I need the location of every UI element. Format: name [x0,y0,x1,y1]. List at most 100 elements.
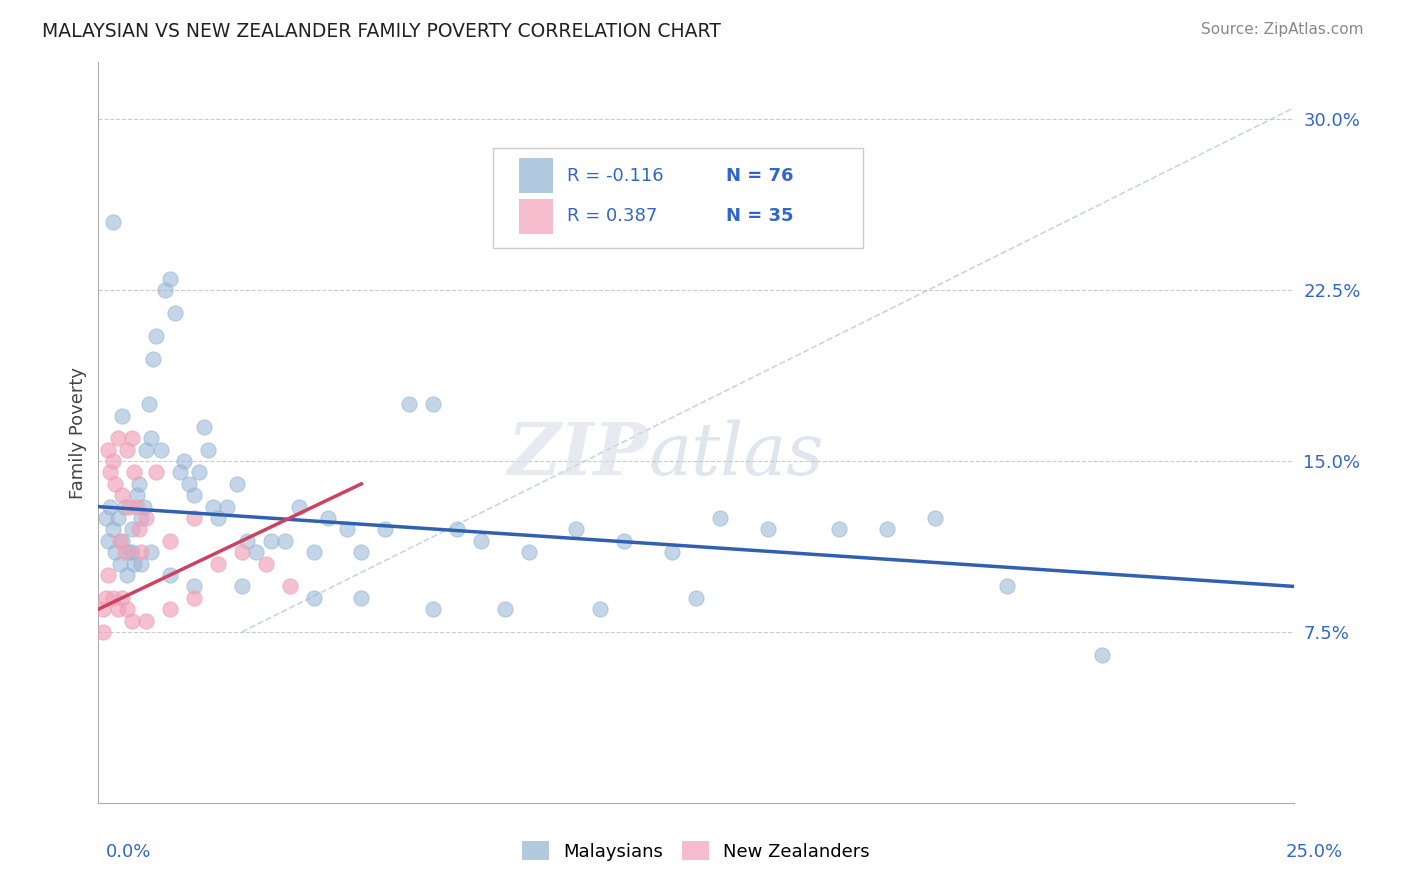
Point [97,442,120,457]
Text: 25.0%: 25.0% [1285,843,1343,861]
Point [115,602,138,616]
Point [302,591,325,605]
Point [245,545,267,559]
Point [111,591,134,605]
Text: atlas: atlas [648,419,824,490]
Point [589,602,612,616]
Point [565,523,588,537]
Point [145,328,167,343]
Text: Source: ZipAtlas.com: Source: ZipAtlas.com [1201,22,1364,37]
Point [107,511,129,525]
Point [149,442,172,457]
Point [138,397,160,411]
Point [115,568,138,582]
Point [422,397,444,411]
Point [101,454,124,468]
Text: 0.0%: 0.0% [105,843,150,861]
Text: N = 76: N = 76 [725,167,793,185]
Point [97,568,120,582]
Point [159,602,181,616]
Text: R = 0.387: R = 0.387 [567,208,657,226]
Point [254,557,277,571]
Point [145,466,167,480]
Point [139,431,162,445]
Point [183,591,205,605]
Point [226,476,249,491]
Y-axis label: Family Poverty: Family Poverty [69,367,87,499]
Point [183,488,205,502]
Point [131,545,153,559]
Point [163,306,186,320]
Point [114,500,136,514]
Point [111,533,134,548]
Point [135,442,157,457]
Point [159,568,181,582]
Point [124,466,146,480]
Point [179,476,201,491]
Point [197,442,219,457]
FancyBboxPatch shape [494,147,863,247]
Point [278,579,301,593]
Point [173,454,195,468]
Point [94,591,117,605]
Point [302,545,325,559]
Point [202,500,225,514]
Point [135,511,157,525]
Point [91,602,114,616]
Point [111,488,134,502]
Point [131,557,153,571]
Point [207,557,229,571]
Point [169,466,191,480]
Point [259,533,281,548]
Point [207,511,229,525]
Point [446,523,468,537]
Point [231,579,253,593]
Point [924,511,946,525]
Point [422,602,444,616]
Point [155,283,177,297]
Point [470,533,492,548]
Point [101,591,124,605]
Point [1091,648,1114,662]
Bar [519,199,553,235]
Point [91,624,114,639]
Point [183,579,205,593]
Point [685,591,707,605]
Point [98,466,122,480]
Point [193,420,215,434]
Point [350,545,373,559]
Point [709,511,731,525]
Point [107,602,129,616]
Point [288,500,311,514]
Point [995,579,1018,593]
Point [135,614,157,628]
Point [217,500,239,514]
Point [121,523,143,537]
Text: ZIP: ZIP [508,419,648,491]
Point [124,557,146,571]
Point [111,409,134,423]
Point [97,533,120,548]
Point [125,500,148,514]
Point [159,272,181,286]
Point [336,523,359,537]
Point [125,488,148,502]
Point [494,602,516,616]
Point [187,466,209,480]
Text: MALAYSIAN VS NEW ZEALANDER FAMILY POVERTY CORRELATION CHART: MALAYSIAN VS NEW ZEALANDER FAMILY POVERT… [42,22,721,41]
Point [121,431,143,445]
Point [756,523,779,537]
Point [108,533,131,548]
Point [107,431,129,445]
Text: R = -0.116: R = -0.116 [567,167,664,185]
Point [98,500,122,514]
Point [350,591,373,605]
Bar [519,158,553,194]
Point [316,511,339,525]
Point [101,215,124,229]
Text: N = 35: N = 35 [725,208,793,226]
Point [104,476,127,491]
Point [661,545,683,559]
Point [231,545,253,559]
Point [828,523,851,537]
